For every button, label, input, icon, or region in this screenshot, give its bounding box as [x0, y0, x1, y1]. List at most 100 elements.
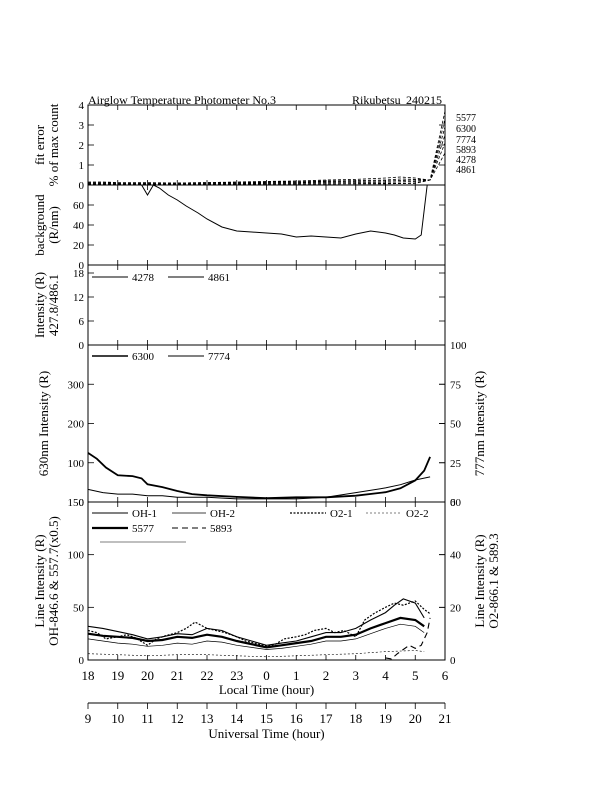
ut-tick-label: 14 — [230, 711, 244, 726]
series-O2-2 — [87, 650, 425, 658]
local-time-axis-label: Local Time (hour) — [219, 682, 314, 697]
legend-label-7774: 7774 — [208, 351, 231, 363]
local-time-tick-label: 2 — [323, 668, 330, 683]
local-time-tick-label: 6 — [442, 668, 449, 683]
ut-tick-label: 11 — [141, 711, 154, 726]
panel-background: 0 20 40 60 background (R/nm) — [32, 184, 446, 272]
y-axis-right-label: 777nm Intensity (R) — [472, 371, 487, 476]
y-tick-label: 4 — [79, 100, 85, 112]
local-time-tick-label: 23 — [230, 668, 243, 683]
y-tick-label: 12 — [73, 292, 84, 304]
y-tick-label: 0 — [79, 180, 85, 192]
chart-site: Rikubetsu — [352, 93, 401, 107]
legend-label-O2-1: O2-1 — [330, 508, 353, 520]
y-tick-label: 60 — [73, 200, 85, 212]
series-5893 — [88, 134, 446, 184]
y-tick-label: 2 — [79, 140, 85, 152]
ut-tick-label: 17 — [320, 711, 334, 726]
series-6300 — [87, 118, 446, 184]
series-OH-2 — [87, 623, 425, 650]
y-tick-label: 40 — [73, 220, 85, 232]
y-tick-label: 0 — [79, 340, 85, 352]
chart-title: Airglow Temperature Photometer No.3 — [88, 93, 276, 107]
y-tick-label: 200 — [68, 419, 85, 431]
local-time-tick-label: 3 — [353, 668, 360, 683]
y-axis-right-label: O2-866.1 & 589.3 — [486, 533, 501, 628]
local-time-tick-label: 21 — [171, 668, 184, 683]
series-7774 — [88, 126, 446, 184]
y-axis-label: fit error — [32, 124, 47, 165]
y-axis-label: % of max count — [46, 103, 61, 186]
fit-error-label-4278: 4278 — [456, 155, 476, 166]
legend-label-4278: 4278 — [132, 272, 155, 284]
ut-tick-label: 15 — [260, 711, 273, 726]
legend-label-OH-2: OH-2 — [210, 508, 235, 520]
ut-tick-label: 19 — [379, 711, 392, 726]
legend-label-OH-1: OH-1 — [132, 508, 157, 520]
y-tick-right-label: 0 — [450, 655, 456, 667]
y-axis-label: Intensity (R) — [32, 272, 47, 338]
series-4278 — [88, 142, 446, 185]
fit-error-label-7774: 7774 — [456, 135, 476, 146]
ut-tick-label: 21 — [439, 711, 452, 726]
y-tick-right-label: 60 — [450, 497, 462, 509]
y-tick-label: 0 — [79, 260, 85, 272]
y-axis-right-label: Line Intensity (R) — [472, 534, 487, 627]
fit-error-label-5893: 5893 — [456, 145, 476, 156]
series-4861 — [88, 152, 446, 185]
series-background — [88, 184, 428, 240]
ut-tick-label: 13 — [201, 711, 214, 726]
y-tick-label: 0 — [79, 497, 85, 509]
ut-tick-label: 12 — [171, 711, 184, 726]
universal-time-axis: 9 10 11 12 13 14 15 16 17 18 19 20 21 Universal Time … — [85, 702, 452, 741]
y-tick-label: 18 — [73, 268, 85, 280]
y-tick-right-label: 50 — [450, 419, 462, 431]
series-OH-1 — [87, 598, 425, 646]
panel-frame — [87, 104, 446, 186]
ut-tick-label: 18 — [349, 711, 362, 726]
y-tick-label: 100 — [68, 550, 85, 562]
y-axis-label: 630nm Intensity (R) — [36, 371, 51, 476]
local-time-tick-label: 0 — [263, 668, 270, 683]
y-tick-right-label: 75 — [450, 379, 462, 391]
panel-intensity-427-486: 0 6 12 18 Intensity (R) 427.8/486.1 — [32, 264, 446, 352]
y-tick-label: 50 — [73, 602, 85, 614]
legend-label-4861: 4861 — [208, 272, 230, 284]
local-time-tick-label: 22 — [201, 668, 214, 683]
local-time-tick-label: 19 — [111, 668, 124, 683]
legend-label-5893: 5893 — [210, 523, 233, 535]
y-tick-label: 150 — [68, 497, 85, 509]
panel-frame — [87, 184, 446, 266]
local-time-tick-label: 20 — [141, 668, 154, 683]
y-tick-label: 0 — [79, 655, 85, 667]
legend-label-O2-2: O2-2 — [406, 508, 429, 520]
ut-axis-label: Universal Time (hour) — [208, 726, 324, 741]
series-6300 — [87, 452, 431, 500]
local-time-tick-label: 1 — [293, 668, 300, 683]
panel-630-777: 0 100 200 300 0 25 50 75 100 630nm Intensity (R) 7… — [36, 340, 487, 509]
ut-tick-label: 9 — [85, 711, 92, 726]
series-5893 — [385, 617, 431, 660]
y-tick-label: 6 — [79, 316, 85, 328]
local-time-tick-label: 18 — [82, 668, 95, 683]
legend-label-5577: 5577 — [132, 523, 155, 535]
y-tick-label: 20 — [73, 240, 85, 252]
y-tick-label: 100 — [68, 458, 85, 470]
series-5577 — [88, 110, 446, 184]
y-tick-right-label: 100 — [450, 340, 467, 352]
y-axis-label: background — [32, 194, 47, 256]
y-tick-right-label: 40 — [450, 550, 462, 562]
fit-error-label-4861: 4861 — [456, 165, 476, 176]
y-axis-label: Line Intensity (R) — [32, 534, 47, 627]
local-time-tick-label: 5 — [412, 668, 419, 683]
panel-fit-error: 0 1 2 3 4 fit error% of max count — [32, 100, 446, 192]
y-tick-right-label: 20 — [450, 602, 462, 614]
y-tick-right-label: 0 — [450, 497, 456, 509]
y-tick-label: 3 — [79, 120, 85, 132]
ut-tick-label: 20 — [409, 711, 422, 726]
legend-label-6300: 6300 — [132, 351, 155, 363]
fit-error-label-5577: 5577 — [456, 113, 476, 124]
